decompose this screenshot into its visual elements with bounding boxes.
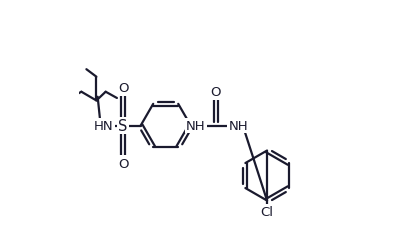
Text: O: O [118, 157, 128, 170]
Text: NH: NH [229, 119, 248, 133]
Text: S: S [119, 118, 128, 134]
Text: O: O [211, 86, 221, 99]
Text: Cl: Cl [261, 206, 274, 218]
Text: O: O [118, 82, 128, 95]
Text: NH: NH [186, 119, 206, 133]
Text: HN: HN [94, 119, 114, 133]
